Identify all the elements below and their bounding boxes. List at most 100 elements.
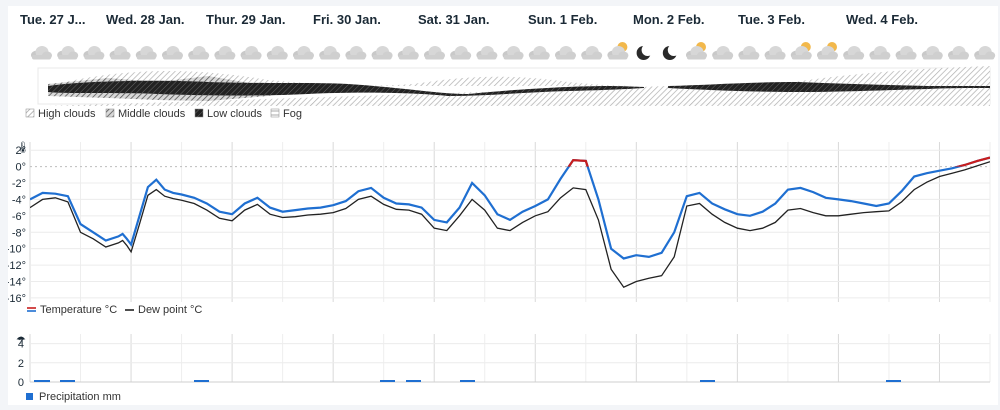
legend-dew-point: Dew point °C [125, 304, 202, 316]
day-labels: Tue. 27 J... Wed. 28 Jan. Thur. 29 Jan. Fri… [20, 12, 918, 27]
temperature-legend: Temperature °C Dew point °C [27, 304, 202, 316]
cloud-legend-label: Fog [283, 108, 302, 120]
cloud-legend-swatch [105, 108, 115, 118]
precipitation-legend: Precipitation mm [26, 391, 121, 403]
y-tick-label: -14° [8, 276, 26, 288]
thermometer-icon: 🌡 [16, 141, 30, 154]
temperature-y-ticks: 2° 0° -2° -4° -6° -8° -10° -12° -14° -16° [6, 145, 26, 305]
cloud-icon [895, 46, 917, 60]
weather-icon-row [31, 42, 996, 60]
y-tick-label: -6° [12, 211, 26, 223]
precipitation-legend-label: Precipitation mm [39, 391, 121, 403]
precipitation-bar [380, 380, 395, 382]
cloud-icon [502, 46, 524, 60]
precipitation-legend-swatch [26, 393, 33, 400]
cloud-icon [424, 46, 445, 60]
cloud-band-high [48, 66, 990, 106]
cloud-legend: High clouds Middle clouds Low clouds Fog [25, 108, 302, 120]
precipitation-y-ticks: 4 2 0 [18, 339, 24, 389]
legend-dew-point-label: Dew point °C [138, 304, 202, 316]
moon-icon [636, 44, 654, 60]
precipitation-grid [29, 334, 991, 383]
cloud-icon [371, 46, 393, 60]
day-label: Wed. 28 Jan. [106, 12, 185, 27]
y-tick-label: 2° [15, 145, 26, 157]
cloud-icon [162, 46, 183, 60]
cloud-icon [188, 46, 210, 60]
y-tick-label: 4 [18, 339, 24, 351]
partly-sunny-icon [607, 42, 629, 60]
dew-point-line [30, 161, 990, 289]
day-label: Tue. 3 Feb. [738, 12, 805, 27]
cloud-legend-label: Middle clouds [118, 108, 186, 120]
precipitation-bar [194, 380, 209, 382]
y-tick-label: -16° [8, 293, 26, 305]
forecast-chart: Tue. 27 J... Wed. 28 Jan. Thur. 29 Jan. Fri… [6, 12, 996, 403]
y-tick-label: -12° [8, 260, 26, 272]
temperature-line [30, 156, 990, 260]
precipitation-bars [34, 380, 901, 382]
y-tick-label: 0 [18, 377, 24, 389]
cloud-icon [135, 46, 157, 60]
temperature-lines [30, 156, 990, 289]
cloud-icon [240, 46, 262, 60]
cloud-icon [319, 46, 341, 60]
cloud-icon [738, 46, 760, 60]
moon-icon [662, 44, 680, 60]
day-label: Mon. 2 Feb. [633, 12, 705, 27]
y-tick-label: -10° [8, 244, 26, 256]
cloud-icon [397, 46, 419, 60]
legend-temperature-label: Temperature °C [40, 304, 117, 316]
precipitation-bar [700, 380, 715, 382]
precipitation-bar [60, 380, 75, 382]
y-tick-label: -8° [12, 227, 26, 239]
cloud-icon [948, 46, 969, 60]
cloud-band-low [48, 80, 990, 96]
cloud-icon [293, 46, 314, 60]
y-tick-label: 0° [15, 162, 26, 174]
day-label: Thur. 29 Jan. [206, 12, 285, 27]
legend-temperature: Temperature °C [27, 304, 117, 316]
precipitation-bar [34, 380, 50, 382]
precipitation-bar [406, 380, 421, 382]
cloud-icon [266, 46, 288, 60]
y-tick-label: -4° [12, 194, 26, 206]
cloud-icon [528, 46, 550, 60]
cloud-icon [581, 46, 603, 60]
day-label: Tue. 27 J... [20, 12, 86, 27]
cloud-icon [83, 46, 105, 60]
cloud-legend-swatch [25, 108, 35, 118]
cloud-icon [214, 46, 236, 60]
cloud-icon [921, 46, 943, 60]
day-label: Fri. 30 Jan. [313, 12, 381, 27]
y-tick-label: -2° [12, 178, 26, 190]
partly-sunny-icon [790, 42, 812, 60]
cloud-legend-swatch [270, 108, 280, 118]
cloud-band [37, 66, 991, 106]
cloud-icon [869, 46, 891, 60]
cloud-legend-label: Low clouds [207, 108, 263, 120]
umbrella-icon: ☂ [16, 335, 26, 347]
forecast-card: Tue. 27 J... Wed. 28 Jan. Thur. 29 Jan. Fri… [6, 6, 998, 405]
precipitation-bar [460, 380, 475, 382]
cloud-icon [450, 46, 472, 60]
day-label: Wed. 4 Feb. [846, 12, 918, 27]
cloud-legend-label: High clouds [38, 108, 96, 120]
precipitation-bar [886, 380, 901, 382]
cloud-icon [712, 46, 734, 60]
partly-sunny-icon [817, 42, 838, 60]
cloud-icon [57, 46, 79, 60]
cloud-legend-swatch [194, 108, 204, 118]
temperature-grid [29, 142, 991, 302]
day-label: Sat. 31 Jan. [418, 12, 490, 27]
cloud-icon [974, 46, 996, 60]
day-label: Sun. 1 Feb. [528, 12, 597, 27]
cloud-icon [555, 46, 576, 60]
cloud-icon [843, 46, 865, 60]
y-tick-label: 2 [18, 358, 24, 370]
cloud-icon [109, 46, 131, 60]
cloud-icon [345, 46, 367, 60]
partly-sunny-icon [686, 42, 707, 60]
cloud-icon [31, 46, 52, 60]
temperature-line-warm [567, 156, 990, 167]
